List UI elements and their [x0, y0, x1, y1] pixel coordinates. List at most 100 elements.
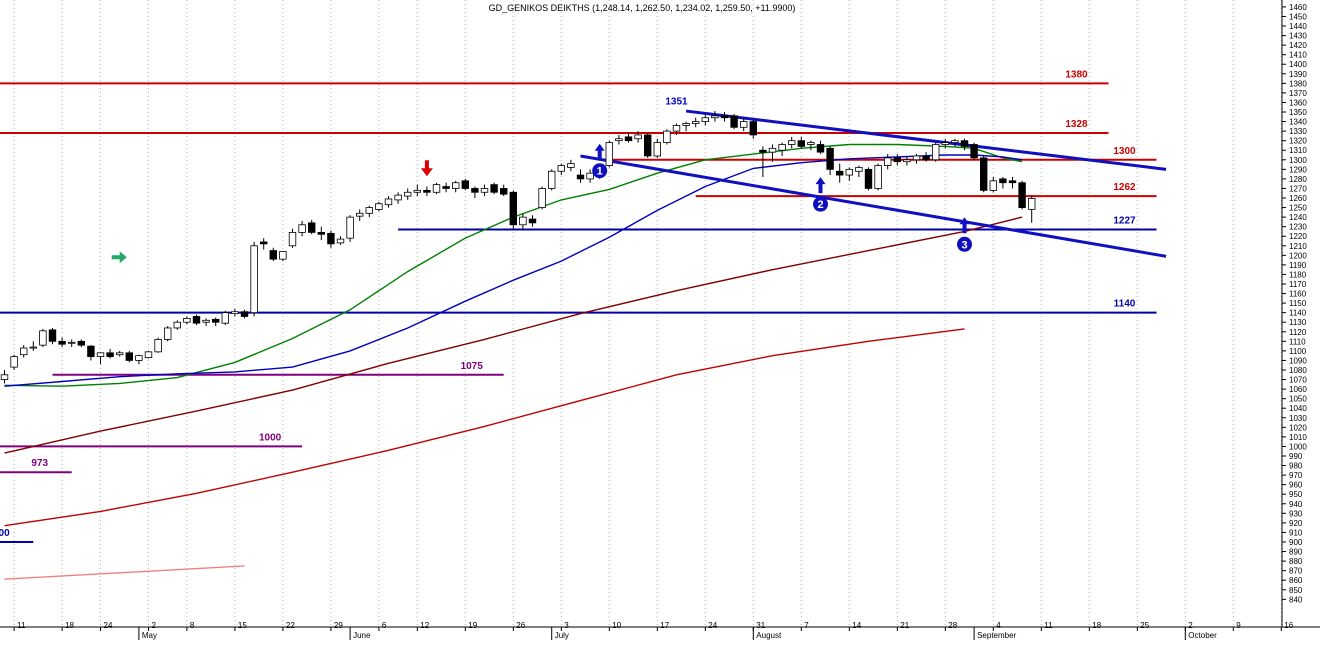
candle-body — [548, 170, 556, 189]
candle-body — [586, 172, 594, 180]
candle-body — [173, 321, 181, 329]
candle-body — [884, 157, 892, 166]
x-tick-label: 19 — [468, 621, 477, 630]
y-tick-label: 1040 — [1289, 404, 1307, 413]
candle-body — [509, 191, 517, 226]
candle-body — [451, 182, 460, 189]
x-tick-label: 25 — [1140, 621, 1149, 630]
candle-body — [855, 167, 863, 172]
level-label: 1140 — [1114, 299, 1136, 310]
y-tick-label: 1160 — [1289, 290, 1307, 299]
y-tick-label: 1260 — [1289, 194, 1307, 203]
x-month-label: September — [977, 631, 1016, 640]
candle-body — [797, 140, 805, 147]
candle-body — [720, 115, 729, 119]
x-tick-label: 14 — [852, 621, 861, 630]
x-tick-label: 17 — [660, 621, 669, 630]
candle-body — [605, 142, 613, 166]
x-month-label: August — [756, 631, 782, 640]
candle-body — [557, 165, 565, 172]
y-tick-label: 980 — [1289, 462, 1303, 471]
right-arrow-icon — [111, 251, 127, 264]
y-tick-label: 1190 — [1289, 261, 1307, 270]
candle-body — [893, 157, 901, 163]
candle-body — [711, 115, 719, 119]
candle-body — [10, 356, 18, 368]
y-tick-label: 1410 — [1289, 51, 1307, 60]
y-tick-label: 1090 — [1289, 356, 1307, 365]
x-tick-label: 12 — [420, 621, 429, 630]
y-tick-label: 1240 — [1289, 213, 1307, 222]
chart-title: GD_GENIKOS DEIKTHS (1,248.14, 1,262.50, … — [489, 3, 796, 13]
up-arrow-icon — [594, 143, 605, 160]
candle-body — [519, 216, 527, 226]
y-tick-label: 1370 — [1289, 89, 1307, 98]
candle-body — [1018, 182, 1026, 208]
candle-body — [903, 159, 911, 163]
y-tick-label: 1130 — [1289, 318, 1307, 327]
level-label: 973 — [31, 458, 48, 469]
y-tick-label: 960 — [1289, 481, 1303, 490]
candle-body — [768, 147, 777, 153]
moving-average-line — [4, 143, 1023, 387]
y-tick-label: 1070 — [1289, 376, 1307, 385]
candle-body — [154, 339, 162, 353]
y-tick-label: 1060 — [1289, 385, 1307, 394]
candle-body — [250, 245, 258, 314]
y-tick-label: 880 — [1289, 557, 1303, 566]
x-month-label: May — [142, 631, 157, 640]
candle-body — [672, 124, 681, 132]
candle-body — [826, 147, 834, 170]
y-tick-label: 1390 — [1289, 70, 1307, 79]
y-tick-label: 1140 — [1289, 309, 1307, 318]
candle-body — [624, 136, 633, 142]
x-tick-label: 3 — [564, 621, 569, 630]
candle-body — [135, 355, 143, 361]
candle-body — [336, 238, 345, 244]
moving-average-line — [4, 154, 1023, 387]
candle-body — [403, 191, 412, 197]
candle-body — [259, 241, 268, 245]
candle-body — [87, 345, 95, 358]
level-label: 1227 — [1113, 216, 1136, 227]
candle-body — [538, 188, 546, 208]
candle-body — [202, 319, 210, 323]
peak-label: 1351 — [665, 96, 688, 107]
candle-body — [144, 351, 153, 358]
candle-body — [116, 352, 124, 356]
candle-body — [807, 142, 815, 145]
x-tick-label: 29 — [334, 621, 343, 630]
y-tick-label: 920 — [1289, 519, 1303, 528]
y-tick-label: 1250 — [1289, 204, 1307, 213]
candle-body — [231, 311, 239, 315]
x-month-label: July — [555, 631, 569, 640]
y-tick-label: 1430 — [1289, 32, 1307, 41]
x-tick-label: 11 — [17, 621, 26, 630]
candle-body — [96, 352, 105, 358]
candle-body — [183, 317, 191, 323]
y-tick-label: 860 — [1289, 576, 1303, 585]
y-tick-label: 1420 — [1289, 41, 1307, 50]
y-tick-label: 1230 — [1289, 223, 1307, 232]
candle-body — [432, 184, 441, 193]
candle-body — [298, 224, 306, 233]
y-tick-label: 1000 — [1289, 442, 1307, 451]
candle-body — [327, 232, 335, 245]
candle-body — [874, 165, 882, 189]
candle-body — [692, 121, 700, 124]
x-tick-label: 4 — [996, 621, 1001, 630]
candle-body — [279, 251, 287, 260]
x-tick-label: 10 — [612, 621, 621, 630]
y-tick-label: 910 — [1289, 528, 1303, 537]
candle-body — [951, 140, 959, 143]
candle-body — [740, 121, 748, 128]
y-tick-label: 1110 — [1289, 337, 1306, 346]
y-tick-label: 840 — [1289, 595, 1303, 604]
x-tick-label: 9 — [1236, 621, 1241, 630]
candle-body — [355, 212, 364, 217]
y-tick-label: 1210 — [1289, 242, 1307, 251]
candle-body — [730, 115, 738, 128]
x-tick-label: 11 — [1044, 621, 1053, 630]
